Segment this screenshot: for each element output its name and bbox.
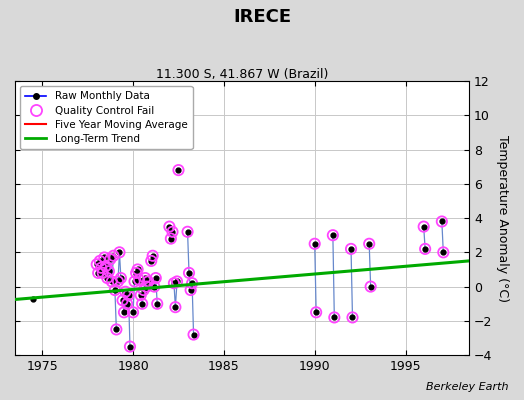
Point xyxy=(130,278,139,285)
Y-axis label: Temperature Anomaly (°C): Temperature Anomaly (°C) xyxy=(496,134,509,302)
Point xyxy=(97,264,105,271)
Point xyxy=(126,343,134,350)
Point xyxy=(347,246,355,252)
Title: 11.300 S, 41.867 W (Brazil): 11.300 S, 41.867 W (Brazil) xyxy=(156,68,328,81)
Point xyxy=(420,224,428,230)
Point xyxy=(106,256,115,262)
Point xyxy=(105,268,113,274)
Point xyxy=(329,232,337,238)
Point xyxy=(103,275,112,281)
Point xyxy=(188,280,196,286)
Point xyxy=(120,309,128,316)
Point xyxy=(117,275,125,281)
Point xyxy=(366,284,375,290)
Point xyxy=(115,249,124,256)
Point xyxy=(121,288,129,295)
Point xyxy=(173,278,181,285)
Point xyxy=(102,263,110,269)
Point xyxy=(129,309,137,316)
Point xyxy=(114,278,122,285)
Point xyxy=(118,297,127,304)
Point xyxy=(165,224,173,230)
Point xyxy=(171,304,180,310)
Point xyxy=(187,287,195,293)
Point xyxy=(185,270,193,276)
Point xyxy=(183,228,192,235)
Point xyxy=(189,331,198,338)
Point xyxy=(170,280,178,286)
Point xyxy=(123,300,132,307)
Point xyxy=(312,309,320,316)
Point xyxy=(150,284,158,290)
Text: Berkeley Earth: Berkeley Earth xyxy=(426,382,508,392)
Point xyxy=(111,287,119,293)
Point xyxy=(137,292,145,298)
Point xyxy=(124,292,133,298)
Point xyxy=(348,314,357,321)
Point xyxy=(151,275,160,281)
Point xyxy=(421,246,429,252)
Point xyxy=(147,258,156,264)
Point xyxy=(167,236,175,242)
Point xyxy=(99,270,107,276)
Point xyxy=(93,261,101,268)
Point xyxy=(311,240,319,247)
Point xyxy=(143,284,151,290)
Point xyxy=(138,300,146,307)
Point xyxy=(153,300,161,307)
Point xyxy=(112,326,121,333)
Point xyxy=(168,228,177,235)
Point xyxy=(439,249,447,256)
Point xyxy=(148,252,157,259)
Legend: Raw Monthly Data, Quality Control Fail, Five Year Moving Average, Long-Term Tren: Raw Monthly Data, Quality Control Fail, … xyxy=(20,86,192,149)
Point xyxy=(139,287,148,293)
Point xyxy=(135,276,143,283)
Point xyxy=(141,275,149,281)
Point xyxy=(96,258,104,264)
Point xyxy=(438,218,446,225)
Point xyxy=(132,270,140,276)
Point xyxy=(365,240,374,247)
Point xyxy=(110,252,118,259)
Point xyxy=(174,167,183,173)
Point xyxy=(330,314,339,321)
Point xyxy=(134,266,142,273)
Point xyxy=(100,254,108,261)
Point xyxy=(144,278,152,285)
Text: IRECE: IRECE xyxy=(233,8,291,26)
Point xyxy=(107,278,116,285)
Point xyxy=(94,270,102,276)
